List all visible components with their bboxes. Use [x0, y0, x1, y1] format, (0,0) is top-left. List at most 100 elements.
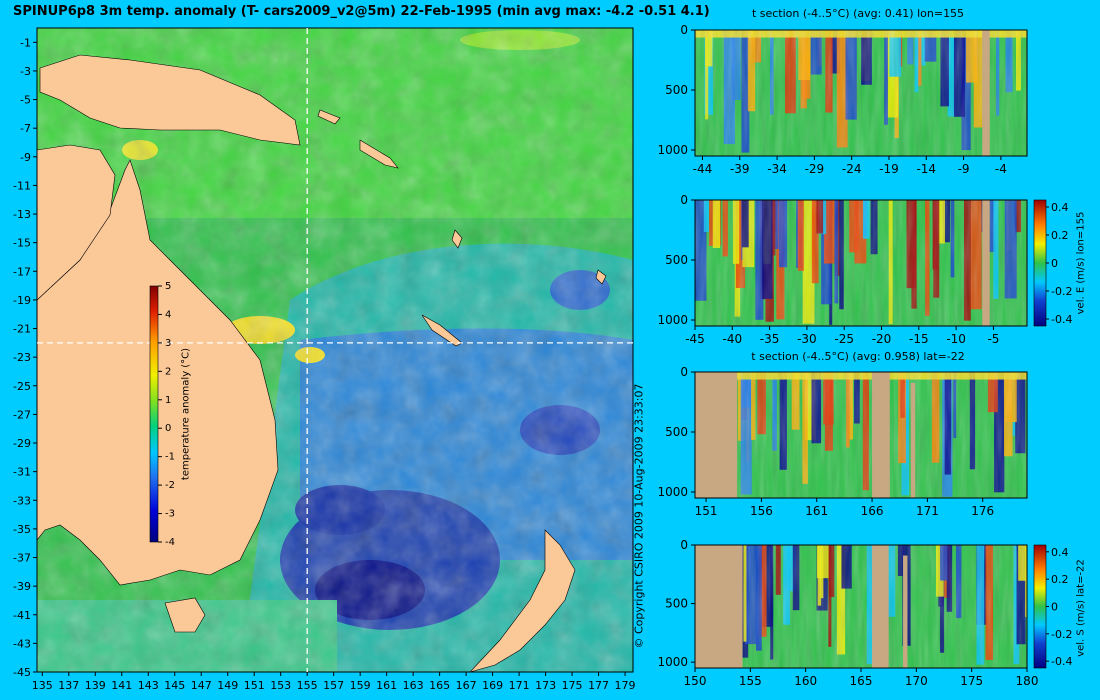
section-y-tick-label: 500	[665, 83, 688, 97]
velocity-colorbar-tick-label: -0.2	[1051, 628, 1072, 641]
map-x-tick-label: 139	[85, 679, 106, 692]
t-section-lat-chart: 151 156 161 166 171 176 0 500 1000	[657, 365, 1028, 518]
t-section-lon-chart: -44 -39 -34 -29 -24 -19 -14 -9 -4 0 500 1000	[657, 23, 1028, 176]
map-y-tick-label: -3	[20, 65, 31, 78]
section-y-tick-label: 1000	[657, 655, 688, 669]
map-x-tick-label: 171	[509, 679, 530, 692]
section-y-tick-label: 0	[680, 193, 688, 207]
section-x-tick-label: 156	[750, 504, 773, 518]
section-x-tick-label: 166	[861, 504, 884, 518]
section-x-tick-label: -4	[995, 162, 1007, 176]
map-y-tick-label: -21	[13, 323, 31, 336]
section-x-tick-label: 151	[695, 504, 718, 518]
map-y-tick-label: -33	[13, 494, 31, 507]
velocity-east-lon-chart: -45 -40 -35 -30 -25 -20 -15 -10 -5 0 500 1000 0.4 0.2…	[657, 193, 1072, 345]
map-y-tick-label: -39	[13, 580, 31, 593]
map-x-tick-label: 137	[58, 679, 79, 692]
map-y-tick-label: -5	[20, 94, 31, 107]
map-x-tick-label: 153	[270, 679, 291, 692]
t-section-lon-title: t section (-4..5°C) (avg: 0.41) lon=155	[751, 7, 965, 20]
map-chart: 135 137 139 141 143 145 147 149 151 153 155 157 159 1…	[13, 27, 636, 692]
section-y-tick-label: 500	[665, 425, 688, 439]
section-x-tick-label: -10	[946, 332, 966, 345]
section-x-tick-label: 165	[850, 674, 873, 688]
map-y-tick-label: -29	[13, 437, 31, 450]
colorbar-tick-label: -2	[165, 480, 175, 491]
colorbar-tick-label: 1	[165, 395, 171, 406]
velocity-colorbar-tick-label: 0.4	[1051, 201, 1069, 214]
section-y-tick-label: 500	[665, 253, 688, 267]
map-y-tick-label: -13	[13, 208, 31, 221]
map-x-tick-label: 159	[350, 679, 371, 692]
temperature-colorbar-label: temperature anomaly (°C)	[180, 347, 192, 481]
section-x-tick-label: -24	[842, 162, 862, 176]
map-y-tick-label: -1	[20, 36, 31, 49]
section-x-tick-label: -45	[685, 332, 705, 345]
section-land	[903, 555, 908, 668]
section-x-tick-label: -5	[987, 332, 999, 345]
new-guinea	[39, 54, 301, 146]
map-y-tick-label: -25	[13, 380, 31, 393]
colorbar-tick-label: -4	[165, 537, 175, 548]
colorbar-tick-label: 0	[165, 423, 171, 434]
map-x-tick-label: 155	[297, 679, 318, 692]
map-x-tick-label: 135	[32, 679, 53, 692]
velocity-colorbar	[1033, 544, 1047, 669]
map-y-tick-label: -19	[13, 294, 31, 307]
map-y-tick-label: -35	[13, 523, 31, 536]
colorbar-tick-label: -1	[165, 452, 175, 463]
map-x-tick-label: 145	[164, 679, 185, 692]
section-y-tick-label: 1000	[657, 143, 688, 157]
section-x-tick-label: 170	[905, 674, 928, 688]
velocity-colorbar-tick-label: 0	[1051, 257, 1058, 270]
copyright-text: © Copyright CSIRO 2009 10-Aug-2009 23:33…	[632, 383, 646, 649]
section-x-tick-label: -40	[722, 332, 742, 345]
section-x-tick-label: -19	[879, 162, 899, 176]
velocity-colorbar-tick-label: -0.4	[1051, 313, 1072, 326]
velocity-colorbar-tick-label: -0.4	[1051, 655, 1072, 668]
section-x-tick-label: -35	[760, 332, 780, 345]
section-y-tick-label: 500	[665, 597, 688, 611]
colorbar-tick-label: 3	[165, 338, 171, 349]
map-y-tick-label: -31	[13, 466, 31, 479]
section-x-tick-label: -15	[909, 332, 929, 345]
colorbar-tick-label: 4	[165, 309, 171, 320]
section-x-tick-label: -39	[730, 162, 750, 176]
velocity-colorbar-tick-label: 0.4	[1051, 546, 1069, 559]
temperature-colorbar	[149, 285, 159, 543]
map-y-tick-label: -27	[13, 408, 31, 421]
section-x-tick-label: -9	[958, 162, 970, 176]
map-y-tick-label: -9	[20, 151, 31, 164]
velocity-colorbar-tick-label: 0.2	[1051, 229, 1069, 242]
map-x-tick-label: 147	[191, 679, 212, 692]
map-x-tick-label: 161	[376, 679, 397, 692]
map-y-tick-label: -45	[13, 666, 31, 679]
velocity-south-lat-chart: 150 155 160 165 170 175 180 0 500 1000 0.4 0.2 0 -0.2…	[657, 538, 1072, 688]
section-x-tick-label: -30	[797, 332, 817, 345]
section-land	[872, 372, 890, 498]
map-x-tick-label: 143	[138, 679, 159, 692]
section-x-tick-label: 175	[960, 674, 983, 688]
section-y-tick-label: 1000	[657, 313, 688, 327]
map-x-tick-label: 177	[588, 679, 609, 692]
section-land	[695, 545, 743, 668]
section-x-tick-label: -14	[916, 162, 936, 176]
section-x-tick-label: 160	[794, 674, 817, 688]
section-x-tick-label: 176	[971, 504, 994, 518]
map-x-tick-label: 163	[403, 679, 424, 692]
section-land	[982, 30, 990, 156]
t-section-lat-title: t section (-4..5°C) (avg: 0.958) lat=-22	[751, 350, 965, 363]
map-x-tick-label: 149	[217, 679, 238, 692]
map-y-tick-label: -17	[13, 265, 31, 278]
map-y-tick-label: -23	[13, 351, 31, 364]
section-y-tick-label: 0	[680, 365, 688, 379]
velocity-colorbar-tick-label: -0.2	[1051, 285, 1072, 298]
map-x-tick-label: 151	[244, 679, 265, 692]
new-zealand	[469, 529, 576, 672]
section-land	[982, 200, 990, 326]
velocity-south-colorbar-label: vel. S (m/s) lat=-22	[1075, 559, 1087, 657]
section-x-tick-label: -44	[693, 162, 713, 176]
map-y-tick-label: -37	[13, 552, 31, 565]
section-x-tick-label: 155	[739, 674, 762, 688]
section-y-tick-label: 1000	[657, 485, 688, 499]
